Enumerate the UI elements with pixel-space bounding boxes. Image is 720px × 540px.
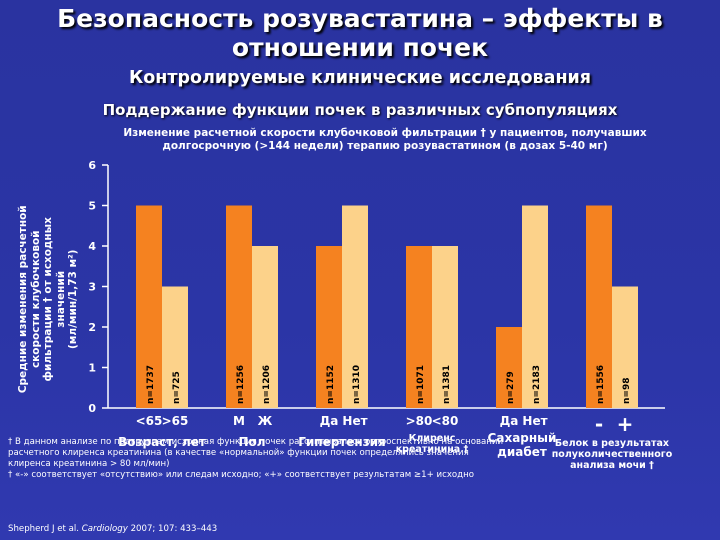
- chart-title-line-1: Изменение расчетной скорости клубочковой…: [123, 127, 647, 139]
- category-label: >65: [162, 414, 189, 428]
- group-label-line-2: полуколичественного: [552, 449, 673, 460]
- category-label: Нет: [342, 414, 367, 428]
- section-heading: Поддержание функции почек в различных су…: [102, 101, 618, 119]
- title-line-1: Безопасность розувастатина – эффекты в: [57, 4, 663, 33]
- y-tick-label: 4: [88, 240, 96, 253]
- subtitle: Контролируемые клинические исследования: [128, 68, 592, 88]
- bar: [496, 327, 522, 408]
- bar-n-label: n=1381: [442, 365, 452, 404]
- bar: [612, 286, 638, 408]
- group-label-line-2: креатинина †: [396, 444, 469, 455]
- bar-n-label: n=1071: [416, 365, 426, 404]
- y-tick-label: 3: [88, 281, 96, 294]
- group-label-line-3: анализа мочи †: [570, 460, 654, 471]
- bar: [522, 205, 548, 408]
- bar-n-label: n=2183: [532, 365, 542, 404]
- y-tick-label: 1: [88, 362, 96, 375]
- group-label: Белок в результатах: [555, 438, 669, 449]
- bar: [162, 286, 188, 408]
- bar: [432, 246, 458, 408]
- bar-n-label: n=1256: [236, 365, 246, 404]
- reference-details: 2007; 107: 433–443: [130, 524, 218, 534]
- bar: [316, 246, 342, 408]
- y-tick-label: 0: [88, 402, 96, 415]
- group-label: Сахарный: [488, 431, 557, 445]
- page-title: Безопасность розувастатина – эффекты в о…: [0, 4, 720, 62]
- footnote-line: † «-» соответствует «отсутствию» или сле…: [8, 470, 474, 480]
- bar-n-label: n=1152: [326, 365, 336, 404]
- y-tick-label: 5: [88, 200, 96, 213]
- reference: Shepherd J et al. Cardiology 2007; 107: …: [8, 524, 217, 534]
- y-tick-label: 6: [88, 159, 96, 172]
- bar: [342, 205, 368, 408]
- footnotes: † В данном анализе по подгруппам исходна…: [8, 437, 713, 481]
- group-label: Возраст, лет: [118, 435, 206, 449]
- bar-n-label: n=1556: [596, 365, 606, 404]
- bar: [226, 205, 252, 408]
- title-line-2: отношении почек: [231, 33, 489, 62]
- category-label: Нет: [522, 414, 547, 428]
- group-label: Гипертензия: [298, 435, 386, 449]
- bar-n-label: n=98: [622, 378, 632, 404]
- group-label: Пол: [238, 435, 265, 449]
- group-label: Клиренс: [409, 433, 456, 444]
- reference-authors: Shepherd J et al.: [8, 524, 79, 534]
- y-tick-label: 2: [88, 321, 96, 334]
- chart-title-line-2: долгосрочную (>144 недели) терапию розув…: [162, 140, 608, 152]
- category-label: <80: [432, 414, 459, 428]
- bar-n-label: n=725: [172, 371, 182, 404]
- category-label: -: [595, 412, 603, 436]
- category-label: Да: [500, 414, 519, 428]
- bar: [252, 246, 278, 408]
- chart-title: Изменение расчетной скорости клубочковой…: [60, 127, 710, 153]
- bar-n-label: n=1737: [146, 365, 156, 404]
- bar-n-label: n=279: [506, 371, 516, 404]
- category-label: >80: [406, 414, 433, 428]
- category-label: Ж: [258, 414, 273, 428]
- category-label: Да: [320, 414, 339, 428]
- footnote-line: клиренса креатинина > 80 мл/мин): [8, 459, 170, 469]
- footnote-line: расчетного клиренса креатинина (в качест…: [8, 448, 469, 458]
- category-label: <65: [136, 414, 163, 428]
- reference-journal: Cardiology: [81, 524, 128, 534]
- bar-n-label: n=1310: [352, 365, 362, 404]
- group-label-line-2: диабет: [497, 445, 547, 459]
- bar: [136, 205, 162, 408]
- category-label: М: [233, 414, 245, 428]
- bar: [406, 246, 432, 408]
- bar-n-label: n=1206: [262, 365, 272, 404]
- footnote-line: † В данном анализе по подгруппам исходна…: [8, 437, 504, 447]
- category-label: +: [617, 412, 634, 436]
- bar: [586, 205, 612, 408]
